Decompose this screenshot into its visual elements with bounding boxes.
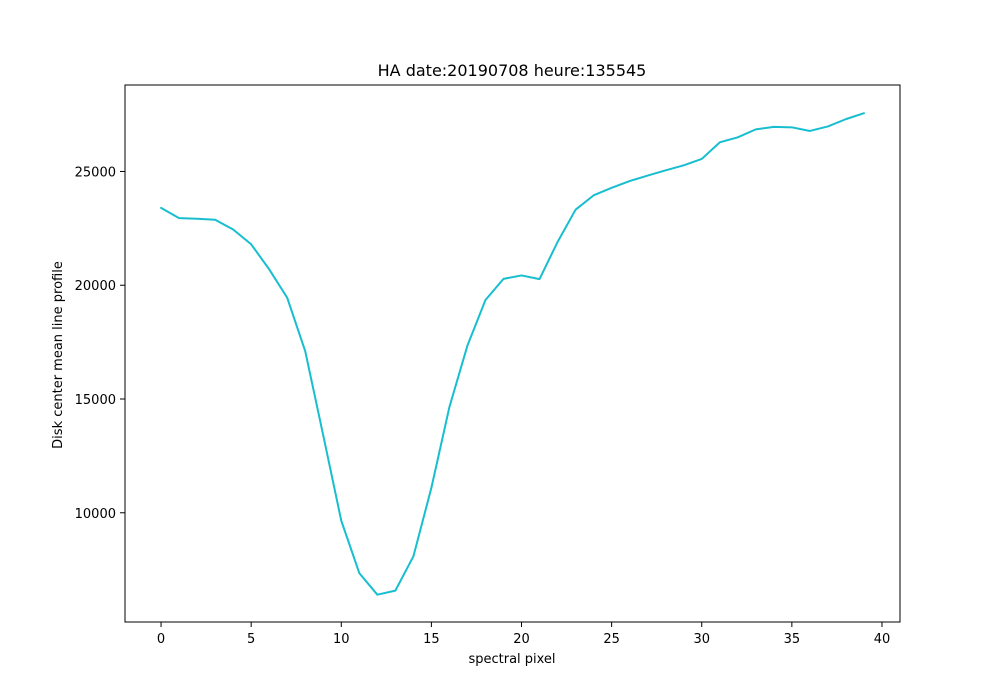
x-tick-label: 25: [603, 632, 620, 647]
x-tick-label: 0: [157, 632, 165, 647]
x-tick-label: 40: [874, 632, 891, 647]
x-tick-label: 5: [247, 632, 255, 647]
x-tick-label: 15: [423, 632, 440, 647]
axes-frame: [124, 84, 901, 623]
y-axis-label: Disk center mean line profile: [51, 261, 66, 449]
y-tick-label: 10000: [75, 507, 116, 522]
chart-title: HA date:20190708 heure:135545: [378, 61, 647, 80]
y-tick-label: 20000: [75, 279, 116, 294]
x-tick-label: 35: [784, 632, 801, 647]
y-tick-label: 25000: [75, 165, 116, 180]
series-line-0: [160, 112, 865, 596]
plot-area: 0 5 10 15 20 25 30 35 40 10000 15000 20000 25000: [75, 84, 901, 647]
x-tick-label: 20: [513, 632, 530, 647]
y-tick-label: 15000: [75, 393, 116, 408]
x-axis-label: spectral pixel: [468, 652, 555, 667]
x-tick-label: 30: [693, 632, 710, 647]
x-tick-label: 10: [333, 632, 350, 647]
